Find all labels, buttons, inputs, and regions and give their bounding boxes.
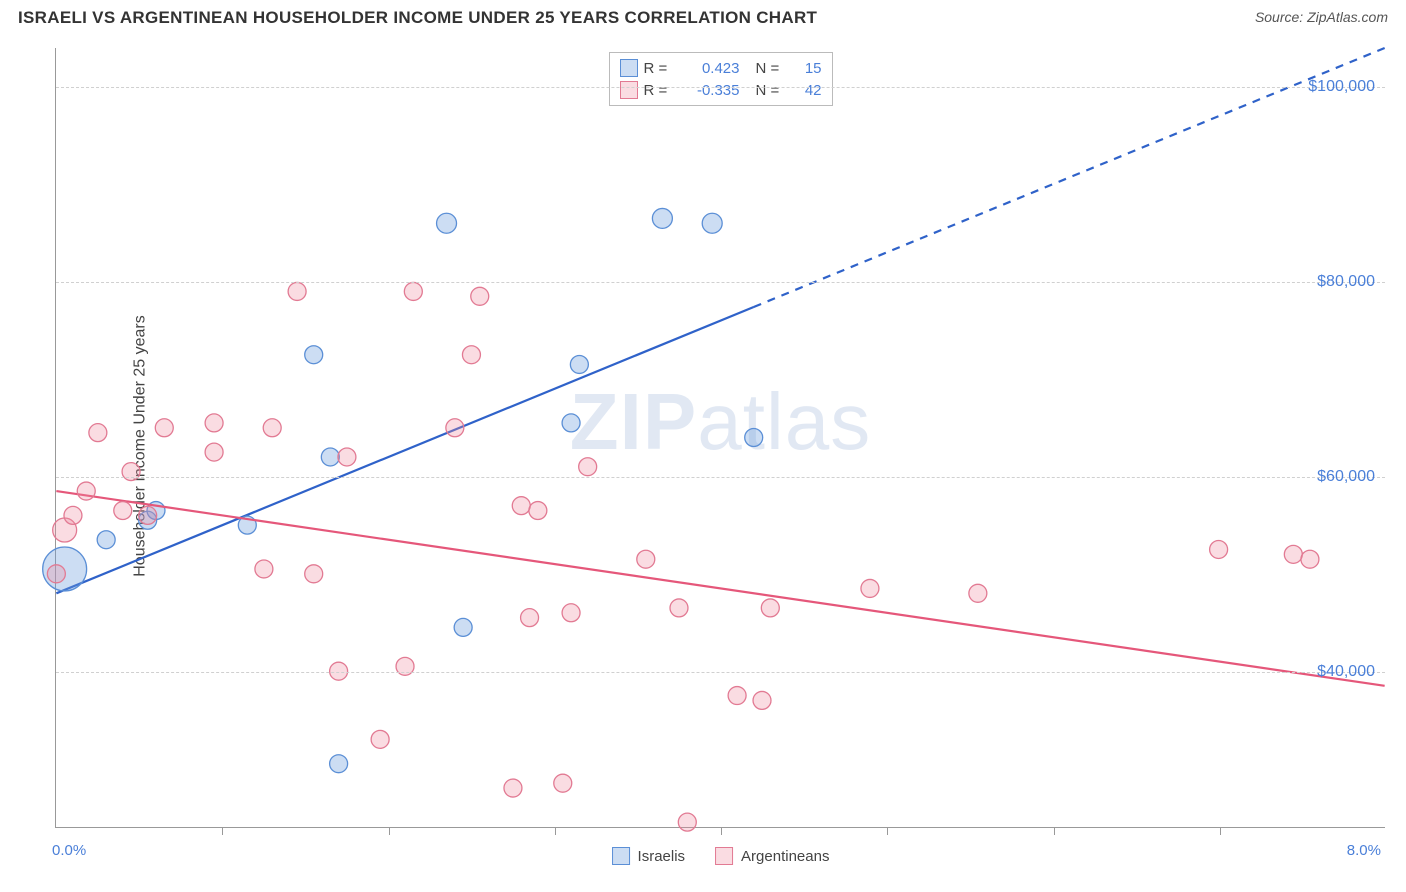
swatch-pink-icon bbox=[620, 81, 638, 99]
data-point bbox=[64, 506, 82, 524]
data-point bbox=[255, 560, 273, 578]
data-point bbox=[462, 346, 480, 364]
swatch-blue-icon bbox=[612, 847, 630, 865]
data-point bbox=[288, 282, 306, 300]
plot-area: ZIPatlas R = 0.423 N = 15 R = -0.335 N =… bbox=[55, 48, 1385, 828]
data-point bbox=[404, 282, 422, 300]
x-tick bbox=[721, 827, 722, 835]
x-tick bbox=[222, 827, 223, 835]
data-point bbox=[446, 419, 464, 437]
r-value-argentineans: -0.335 bbox=[680, 82, 740, 99]
data-point bbox=[454, 618, 472, 636]
data-point bbox=[570, 355, 588, 373]
data-point bbox=[745, 429, 763, 447]
data-point bbox=[554, 774, 572, 792]
data-point bbox=[504, 779, 522, 797]
data-point bbox=[637, 550, 655, 568]
data-point bbox=[321, 448, 339, 466]
swatch-pink-icon bbox=[715, 847, 733, 865]
data-point bbox=[114, 502, 132, 520]
data-point bbox=[471, 287, 489, 305]
data-point bbox=[263, 419, 281, 437]
legend-label-argentineans: Argentineans bbox=[741, 848, 829, 865]
y-tick-label: $40,000 bbox=[1317, 663, 1375, 681]
y-tick-label: $100,000 bbox=[1308, 78, 1375, 96]
source-name: ZipAtlas.com bbox=[1307, 9, 1388, 25]
x-tick bbox=[555, 827, 556, 835]
data-point bbox=[338, 448, 356, 466]
data-point bbox=[305, 565, 323, 583]
legend-row-israelis: R = 0.423 N = 15 bbox=[620, 57, 822, 79]
n-label: N = bbox=[756, 82, 786, 99]
legend-row-argentineans: R = -0.335 N = 42 bbox=[620, 79, 822, 101]
data-point bbox=[47, 565, 65, 583]
data-point bbox=[678, 813, 696, 831]
data-point bbox=[1301, 550, 1319, 568]
data-point bbox=[670, 599, 688, 617]
data-point bbox=[97, 531, 115, 549]
y-tick-label: $60,000 bbox=[1317, 468, 1375, 486]
regression-line bbox=[56, 491, 1384, 686]
gridline bbox=[56, 477, 1385, 478]
data-point bbox=[139, 506, 157, 524]
x-tick bbox=[1220, 827, 1221, 835]
legend-label-israelis: Israelis bbox=[638, 848, 686, 865]
data-point bbox=[969, 584, 987, 602]
n-label: N = bbox=[756, 60, 786, 77]
data-point bbox=[205, 414, 223, 432]
x-end-label: 8.0% bbox=[1347, 842, 1381, 859]
data-point bbox=[521, 609, 539, 627]
x-start-label: 0.0% bbox=[52, 842, 86, 859]
legend-item-israelis: Israelis bbox=[612, 847, 686, 865]
data-point bbox=[330, 755, 348, 773]
data-point bbox=[529, 502, 547, 520]
data-point bbox=[1210, 540, 1228, 558]
legend-item-argentineans: Argentineans bbox=[715, 847, 829, 865]
data-point bbox=[89, 424, 107, 442]
n-value-argentineans: 42 bbox=[792, 82, 822, 99]
gridline bbox=[56, 672, 1385, 673]
data-point bbox=[437, 213, 457, 233]
chart-svg bbox=[56, 48, 1385, 827]
data-point bbox=[761, 599, 779, 617]
r-value-israelis: 0.423 bbox=[680, 60, 740, 77]
legend-series: Israelis Argentineans bbox=[612, 847, 830, 865]
chart-title: ISRAELI VS ARGENTINEAN HOUSEHOLDER INCOM… bbox=[18, 8, 817, 28]
data-point bbox=[371, 730, 389, 748]
legend-correlation: R = 0.423 N = 15 R = -0.335 N = 42 bbox=[609, 52, 833, 106]
data-point bbox=[579, 458, 597, 476]
source-label: Source: bbox=[1255, 9, 1307, 25]
data-point bbox=[652, 208, 672, 228]
r-label: R = bbox=[644, 60, 674, 77]
data-point bbox=[205, 443, 223, 461]
n-value-israelis: 15 bbox=[792, 60, 822, 77]
source: Source: ZipAtlas.com bbox=[1255, 9, 1388, 27]
data-point bbox=[753, 691, 771, 709]
swatch-blue-icon bbox=[620, 59, 638, 77]
data-point bbox=[305, 346, 323, 364]
data-point bbox=[77, 482, 95, 500]
data-point bbox=[728, 687, 746, 705]
data-point bbox=[1284, 545, 1302, 563]
gridline bbox=[56, 87, 1385, 88]
x-tick bbox=[1054, 827, 1055, 835]
r-label: R = bbox=[644, 82, 674, 99]
data-point bbox=[562, 604, 580, 622]
data-point bbox=[861, 579, 879, 597]
data-point bbox=[702, 213, 722, 233]
data-point bbox=[562, 414, 580, 432]
y-tick-label: $80,000 bbox=[1317, 273, 1375, 291]
x-tick bbox=[887, 827, 888, 835]
x-tick bbox=[389, 827, 390, 835]
data-point bbox=[512, 497, 530, 515]
gridline bbox=[56, 282, 1385, 283]
data-point bbox=[155, 419, 173, 437]
